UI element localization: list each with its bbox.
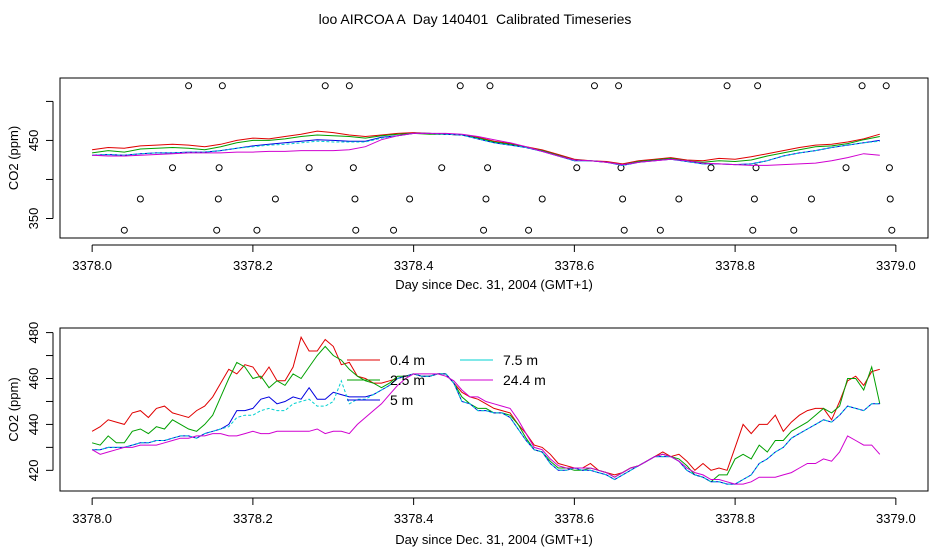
plot-frame — [59, 327, 929, 492]
legend-label: 2.5 m — [390, 372, 425, 388]
series-line — [92, 373, 880, 485]
y-tick-label: 460 — [26, 368, 41, 390]
data-point-marker — [253, 226, 261, 234]
x-tick-label: 3378.4 — [394, 258, 434, 273]
x-tick-label: 3378.2 — [233, 258, 273, 273]
x-tick-label: 3378.0 — [72, 258, 112, 273]
legend-label: 24.4 m — [503, 372, 546, 388]
data-point-marker — [858, 82, 866, 90]
y-tick-label: 480 — [26, 322, 41, 344]
data-point-marker — [882, 82, 890, 90]
data-point-marker — [842, 164, 850, 172]
data-point-marker — [675, 195, 683, 203]
data-point-marker — [615, 82, 623, 90]
data-point-marker — [438, 164, 446, 172]
data-point-marker — [750, 195, 758, 203]
x-tick-label: 3378.8 — [715, 258, 755, 273]
x-tick-label: 3379.0 — [876, 258, 916, 273]
plot-frame — [59, 77, 929, 239]
figure-title: loo AIRCOA A Day 140401 Calibrated Times… — [319, 11, 632, 27]
data-point-marker — [723, 82, 731, 90]
y-axis-label: CO2 (ppm) — [6, 377, 21, 441]
data-point-marker — [525, 226, 533, 234]
data-point-marker — [169, 164, 177, 172]
series-line — [91, 345, 881, 483]
x-tick-label: 3379.0 — [876, 511, 916, 526]
x-tick-label: 3378.8 — [715, 511, 755, 526]
data-point-marker — [484, 164, 492, 172]
legend-label: 5 m — [390, 392, 413, 408]
data-point-marker — [752, 164, 760, 172]
data-point-marker — [271, 195, 279, 203]
y-tick-label: 420 — [26, 459, 41, 481]
data-point-marker — [590, 82, 598, 90]
data-point-marker — [305, 164, 313, 172]
y-tick-label: 450 — [26, 130, 41, 152]
data-point-marker — [218, 82, 226, 90]
x-tick-label: 3378.0 — [72, 511, 112, 526]
data-point-marker — [321, 82, 329, 90]
data-point-marker — [136, 195, 144, 203]
data-point-marker — [480, 226, 488, 234]
data-point-marker — [807, 195, 815, 203]
y-tick-label: 440 — [26, 414, 41, 436]
data-point-marker — [213, 226, 221, 234]
x-tick-label: 3378.6 — [554, 511, 594, 526]
data-point-marker — [885, 164, 893, 172]
data-point-marker — [120, 226, 128, 234]
series-line — [92, 132, 880, 166]
data-point-marker — [619, 195, 627, 203]
data-point-marker — [888, 226, 896, 234]
series-line — [91, 373, 881, 485]
data-point-marker — [486, 82, 494, 90]
data-point-marker — [351, 195, 359, 203]
data-point-marker — [349, 164, 357, 172]
x-axis-label: Day since Dec. 31, 2004 (GMT+1) — [395, 532, 593, 547]
y-axis-label: CO2 (ppm) — [6, 126, 21, 190]
data-point-marker — [390, 226, 398, 234]
data-point-marker — [573, 164, 581, 172]
data-point-marker — [345, 82, 353, 90]
series-line — [92, 373, 880, 485]
series-line — [92, 132, 880, 166]
y-tick-label: 350 — [26, 208, 41, 230]
legend-label: 0.4 m — [390, 352, 425, 368]
data-point-marker — [886, 195, 894, 203]
data-point-marker — [215, 164, 223, 172]
data-point-marker — [482, 195, 490, 203]
data-point-marker — [620, 226, 628, 234]
x-tick-label: 3378.2 — [233, 511, 273, 526]
series-line — [92, 132, 880, 166]
x-tick-label: 3378.6 — [554, 258, 594, 273]
series-line — [91, 335, 880, 476]
data-point-marker — [754, 82, 762, 90]
x-tick-label: 3378.4 — [394, 511, 434, 526]
top-panel: 3378.0 3378.2 3378.4 3378.6 3378.8 3379.0 350 4… — [6, 77, 929, 292]
series-line — [92, 130, 880, 165]
data-point-marker — [185, 82, 193, 90]
data-point-marker — [456, 82, 464, 90]
data-point-marker — [749, 226, 757, 234]
data-point-marker — [538, 195, 546, 203]
data-point-marker — [214, 195, 222, 203]
data-point-marker — [656, 226, 664, 234]
x-axis-label: Day since Dec. 31, 2004 (GMT+1) — [395, 277, 593, 292]
data-point-marker — [707, 164, 715, 172]
bottom-panel: 3378.0 3378.2 3378.4 3378.6 3378.8 3379.0 420 4… — [6, 322, 929, 547]
data-point-marker — [352, 226, 360, 234]
data-point-marker — [790, 226, 798, 234]
data-point-marker — [406, 195, 414, 203]
legend-label: 7.5 m — [503, 352, 538, 368]
